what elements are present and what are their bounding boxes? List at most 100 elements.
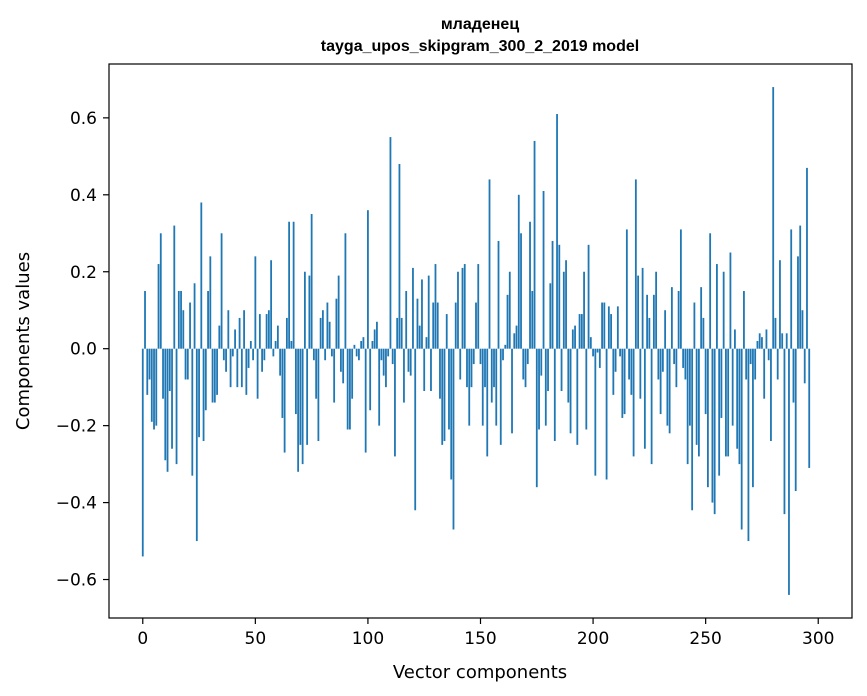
bar bbox=[693, 302, 696, 349]
bar bbox=[434, 264, 437, 349]
bar bbox=[641, 267, 644, 349]
bar bbox=[249, 341, 252, 349]
bar bbox=[342, 348, 345, 384]
bar bbox=[218, 325, 221, 349]
bar bbox=[652, 294, 655, 349]
bar bbox=[270, 260, 273, 349]
bar bbox=[594, 348, 597, 476]
bar bbox=[398, 164, 401, 349]
bar bbox=[252, 348, 254, 361]
bar bbox=[243, 310, 245, 349]
bar bbox=[752, 348, 754, 488]
bar bbox=[758, 333, 761, 349]
bar bbox=[803, 348, 806, 384]
bar bbox=[596, 348, 599, 353]
bar bbox=[738, 348, 741, 465]
bar bbox=[553, 348, 556, 442]
bar bbox=[272, 348, 275, 357]
bar bbox=[558, 244, 561, 349]
bar bbox=[783, 348, 786, 515]
bar bbox=[430, 348, 432, 392]
bar bbox=[247, 348, 250, 368]
bar bbox=[436, 302, 439, 349]
bar bbox=[772, 87, 775, 349]
bar bbox=[358, 348, 360, 361]
bar bbox=[407, 348, 410, 372]
y-tick-label: 0.2 bbox=[70, 263, 97, 283]
bar bbox=[155, 348, 158, 426]
bar bbox=[245, 348, 248, 395]
plot-frame bbox=[108, 63, 853, 619]
bar bbox=[380, 348, 383, 361]
bar bbox=[213, 348, 216, 403]
bar bbox=[502, 348, 504, 361]
bar bbox=[725, 348, 727, 457]
bar bbox=[682, 348, 685, 368]
bar bbox=[657, 348, 660, 380]
bar bbox=[565, 260, 567, 349]
bar bbox=[394, 348, 396, 457]
bar bbox=[716, 264, 718, 349]
bar bbox=[376, 321, 378, 349]
y-tick-label: −0.6 bbox=[56, 571, 97, 591]
bar bbox=[315, 348, 318, 399]
bar bbox=[540, 348, 543, 376]
bar bbox=[506, 294, 509, 349]
bar bbox=[707, 348, 709, 488]
bar bbox=[457, 271, 459, 349]
bar bbox=[504, 344, 507, 349]
bar bbox=[754, 348, 757, 380]
bar bbox=[623, 348, 626, 415]
bar bbox=[619, 348, 621, 357]
x-tick-label: 150 bbox=[464, 629, 496, 649]
bar bbox=[720, 348, 723, 418]
bar bbox=[317, 348, 320, 442]
x-tick-label: 100 bbox=[352, 629, 384, 649]
bar bbox=[659, 348, 662, 415]
bar bbox=[488, 179, 491, 349]
bar bbox=[790, 229, 793, 349]
bar bbox=[499, 348, 502, 445]
x-tick-label: 250 bbox=[689, 629, 721, 649]
bar bbox=[538, 348, 540, 430]
bar bbox=[333, 348, 336, 403]
bar bbox=[162, 348, 164, 399]
bar bbox=[549, 283, 552, 349]
bar bbox=[290, 341, 293, 349]
bar bbox=[524, 348, 527, 388]
bar bbox=[454, 302, 457, 349]
bar bbox=[423, 348, 426, 392]
bar bbox=[432, 302, 435, 349]
bar bbox=[513, 333, 516, 349]
bar bbox=[279, 348, 282, 376]
bar bbox=[146, 348, 149, 395]
bar bbox=[711, 348, 714, 503]
bar bbox=[362, 337, 365, 349]
bar bbox=[603, 302, 606, 349]
bar bbox=[202, 348, 205, 442]
bar bbox=[463, 264, 466, 349]
bar bbox=[792, 348, 795, 403]
bar bbox=[414, 348, 417, 511]
chart-subtitle: tayga_upos_skipgram_300_2_2019 model bbox=[321, 38, 639, 55]
bar bbox=[601, 302, 603, 349]
bar bbox=[355, 348, 358, 357]
y-axis-label: Components values bbox=[13, 252, 34, 430]
y-tick-label: 0.4 bbox=[70, 186, 97, 206]
bar bbox=[468, 348, 471, 426]
bar bbox=[677, 290, 680, 349]
bar bbox=[740, 348, 743, 530]
y-tick-label: 0.6 bbox=[70, 109, 97, 129]
bar bbox=[164, 348, 167, 461]
bar bbox=[421, 279, 423, 349]
bar bbox=[373, 329, 376, 349]
bar bbox=[747, 348, 750, 542]
bar bbox=[387, 348, 390, 357]
bar bbox=[328, 321, 331, 349]
bar bbox=[337, 275, 340, 349]
bar bbox=[709, 233, 712, 349]
bar bbox=[520, 233, 522, 349]
bar bbox=[229, 348, 232, 388]
bar bbox=[443, 348, 446, 442]
bar bbox=[650, 348, 653, 465]
